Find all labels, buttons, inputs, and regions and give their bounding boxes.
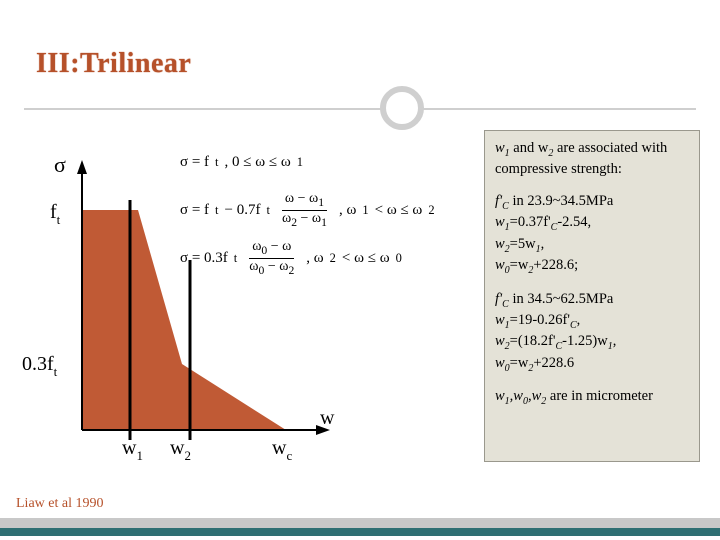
eq3-frac: ω0 − ω ω0 − ω2 [246,239,297,277]
eq2: σ = ft − 0.7ft ω − ω1 ω2 − ω1 , ω1 < ω ≤… [180,186,450,234]
eq2-s2: t [267,194,270,227]
eq3-r1: 2 [330,242,336,275]
eq2-frac: ω − ω1 ω2 − ω1 [279,191,330,229]
eq3: σ = 0.3ft ω0 − ω ω0 − ω2 , ω2 < ω ≤ ω0 [180,234,450,282]
eq2-denb: − ω [297,211,321,226]
eq1-sub: t [215,146,218,179]
eq2-nums: 1 [318,196,324,209]
eq2-rhs: , ω [339,191,356,230]
note-p3: f'C in 34.5~62.5MPa w1=19-0.26f'C, w2=(1… [495,290,689,376]
eq3-s1: t [234,242,237,275]
eq2-lhs: σ = f [180,191,209,230]
x-axis-label: w [320,407,335,429]
note-p4: w1,w0,w2 are in micrometer [495,387,689,408]
eq1: σ = ft , 0 ≤ ω ≤ ω1 [180,138,450,186]
eq2-r2: 2 [428,194,434,227]
eq3-denbs: 2 [288,263,294,276]
eq2-r1: 1 [362,194,368,227]
eq2-denbs: 1 [321,215,327,228]
page-title: III:Trilinear [36,48,191,80]
eq3-denb: − ω [264,259,288,274]
citation: Liaw et al 1990 [16,496,103,512]
eq1-rhs: , 0 ≤ ω ≤ ω [225,143,291,182]
eq3-lhs: σ = 0.3f [180,239,228,278]
eq2-num: ω − ω [285,191,318,206]
eq3-r2: 0 [396,242,402,275]
y-axis-label: σ [54,152,66,177]
eq3-rhs: , ω [306,239,323,278]
eq3-mid2: < ω ≤ ω [342,239,390,278]
note-p1: w1 and w2 are associated with compressiv… [495,139,689,180]
eq1-lhs: σ = f [180,143,209,182]
footer-bar-dark [0,528,720,536]
eq3-numb: − ω [267,239,291,254]
eq2-dena: ω [282,211,291,226]
eq3-dena: ω [249,259,258,274]
equations-block: σ = ft , 0 ≤ ω ≤ ω1 σ = ft − 0.7ft ω − ω… [180,138,450,282]
note-p2: f'C in 23.9~34.5MPa w1=0.37f'C-2.54, w2=… [495,192,689,278]
footer-bar-light [0,518,720,528]
eq2-s1: t [215,194,218,227]
ring-icon [380,86,424,130]
content-area: σ ft 0.3ft w1 w2 wc w σ = ft , 0 ≤ ω ≤ ω… [20,130,700,478]
eq1-rsub: 1 [297,146,303,179]
footer: Liaw et al 1990 [0,490,720,540]
notes-box: w1 and w2 are associated with compressiv… [484,130,700,462]
eq2-mid2: < ω ≤ ω [375,191,423,230]
title-block: III:Trilinear [24,30,696,110]
eq2-mid: − 0.7f [225,191,261,230]
